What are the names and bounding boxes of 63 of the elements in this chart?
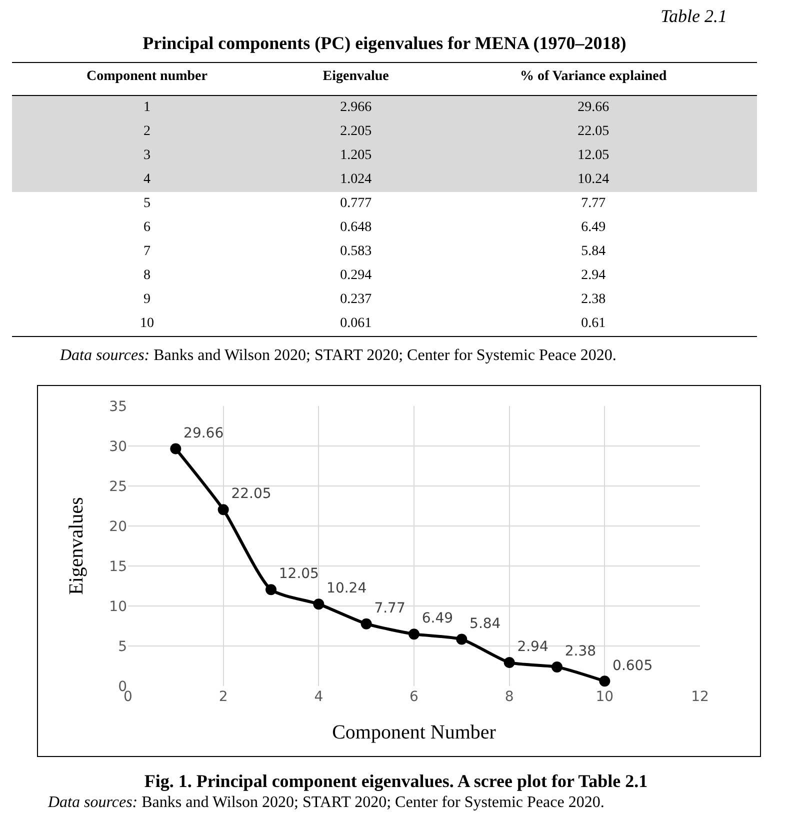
text: Data sources: Banks and Wilson 2020; START 2020; Center for Systemic Peace 2020. [48,794,606,812]
data-label: 2.205 [339,123,373,141]
x-tick-label: % of Variance explained [430,62,757,96]
data-label: 29.66 [184,425,224,442]
data-label: 0.061 [282,312,430,336]
data-label: 0.294 [339,267,373,285]
data-label: 0.237 [339,291,373,309]
x-axis-title: Component Number [332,722,496,744]
data-label: 10.24 [326,580,367,597]
data-label: 29.66 [576,99,610,117]
y-tick-label: 4 [142,171,152,189]
x-tick-label: 8 [504,689,514,705]
data-label: 1.024 [339,171,373,189]
y-tick-label: 9 [142,291,152,309]
data-label: 22.05 [231,486,272,502]
data-label: 7.77 [580,195,607,213]
x-tick-label: 2 [218,689,228,705]
y-tick-label: 8 [142,267,152,285]
data-label: 0.61 [430,312,757,336]
data-label: 0.583 [339,243,373,261]
data-label: 22.05 [576,123,610,141]
data-label: 0.777 [339,195,373,213]
y-tick-label: 15 [109,558,127,575]
data-label: 10.24 [576,171,610,189]
y-tick-label: 10 [12,312,282,336]
data-label: 2.38 [580,291,607,309]
x-tick-label: 4 [314,689,324,705]
text: Fig. 1. Principal component eigenvalues. A scree plot for Table 2.1 [143,771,649,792]
y-tick-label: 5 [142,195,152,213]
chart-title: Principal components (PC) eigenvalues for MENA (1970–2018) [142,33,628,54]
y-tick-label: 6 [142,219,152,237]
y-tick-label: 3 [142,147,152,165]
y-tick-label: 10 [109,598,127,615]
data-label: 0.605 [612,658,653,674]
data-label: 6.49 [580,219,607,237]
y-tick-label: 2 [142,123,152,141]
data-label: 2.966 [339,99,373,117]
y-tick-label: 35 [109,398,127,415]
data-label: 1.205 [339,147,373,165]
data-label: 12.05 [278,566,319,582]
y-axis-title: Component number [12,62,282,96]
data-label: 12.05 [576,147,610,165]
x-tick-label: 10 [596,689,614,705]
x-tick-label: Eigenvalue [282,62,430,96]
data-label: 2.94 [517,639,548,656]
data-label: 7.77 [374,600,406,616]
data-label: 2.38 [564,644,596,660]
y-tick-label: 20 [109,518,127,535]
data-label: 5.84 [470,616,501,632]
x-tick-label: 12 [691,689,709,705]
data-label: 6.49 [422,610,454,627]
chart-subtitle: Table 2.1 [660,5,728,27]
x-tick-label: 6 [410,689,419,705]
data-label: 0.648 [339,219,373,237]
y-tick-label: 1 [142,99,152,117]
y-tick-label: 7 [142,243,152,261]
y-tick-label: 25 [109,478,127,495]
data-label: 5.84 [580,243,607,261]
y-tick-label: 5 [118,638,127,655]
text: Data sources: Banks and Wilson 2020; START 2020; Center for Systemic Peace 2020. [60,347,618,365]
y-tick-label: 30 [109,438,127,455]
y-axis-title: Eigenvalues [66,496,88,595]
data-label: 2.94 [580,267,607,285]
